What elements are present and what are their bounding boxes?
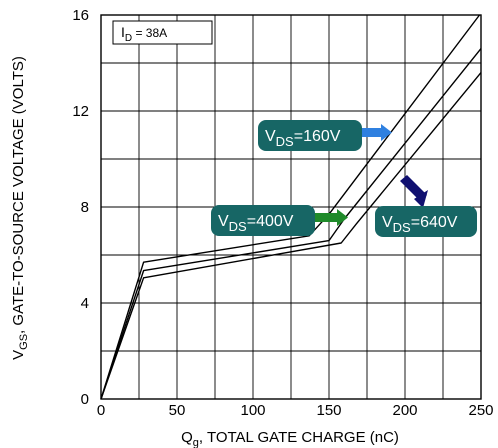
x-tick-label: 200 — [392, 402, 417, 419]
arrow-vds-160v-head — [381, 124, 392, 141]
condition-rest: = 38A — [132, 26, 167, 40]
y-axis-title-main: V — [10, 350, 27, 360]
label-vds-400v-main: V — [218, 213, 229, 230]
label-vds-400v: VDS=400V — [211, 205, 315, 236]
svg-text:VDS=160V: VDS=160V — [265, 128, 341, 149]
y-tick-label: 0 — [81, 391, 89, 408]
label-vds-160v: VDS=160V — [258, 120, 362, 151]
y-axis-title-rest: , GATE-TO-SOURCE VOLTAGE (VOLTS) — [10, 56, 27, 334]
x-tick-label: 150 — [316, 402, 341, 419]
y-tick-label: 12 — [72, 103, 89, 120]
arrow-vds-400v-shaft — [312, 213, 338, 222]
arrow-vds-400v-head — [337, 209, 348, 226]
arrow-vds-640v — [400, 175, 428, 208]
condition-sub: D — [125, 33, 132, 44]
arrow-vds-640v-head — [414, 190, 428, 208]
x-axis-title-sub: g — [193, 437, 199, 448]
label-vds-160v-sub: DS — [276, 134, 294, 149]
label-vds-160v-main: V — [265, 128, 276, 145]
y-axis-title-sub: GS — [18, 334, 30, 350]
y-tick-label: 16 — [72, 7, 89, 24]
label-vds-640v-rest: =640V — [411, 214, 458, 231]
plot-frame — [100, 14, 482, 400]
series-line-vds-640v — [100, 72, 482, 400]
svg-text:VDS=640V: VDS=640V — [382, 214, 458, 235]
arrow-vds-640v-shaft — [400, 175, 427, 201]
x-axis-title-rest: , TOTAL GATE CHARGE (nC) — [199, 429, 399, 446]
series-line-vds-400v — [100, 48, 482, 400]
y-tick-label: 4 — [81, 295, 89, 312]
arrow-vds-160v — [359, 124, 392, 141]
x-tick-labels: 0 50 100 150 200 250 — [97, 402, 494, 419]
label-vds-640v-main: V — [382, 214, 393, 231]
y-tick-labels: 0 4 8 12 16 — [72, 7, 89, 408]
y-tick-label: 8 — [81, 199, 89, 216]
label-vds-160v-rest: =160V — [294, 128, 341, 145]
condition-box: ID = 38A — [112, 20, 213, 45]
y-axis-title: VGS, GATE-TO-SOURCE VOLTAGE (VOLTS) — [10, 56, 30, 360]
condition-main: I — [121, 24, 125, 40]
label-vds-400v-sub: DS — [229, 219, 247, 234]
svg-text:VDS=400V: VDS=400V — [218, 213, 294, 234]
label-vds-640v-sub: DS — [393, 220, 411, 235]
label-vds-400v-rest: =400V — [247, 213, 294, 230]
series-curves — [100, 14, 482, 400]
x-tick-label: 100 — [240, 402, 265, 419]
x-axis-title-main: Q — [181, 429, 193, 446]
arrow-vds-400v — [312, 209, 348, 226]
arrow-vds-160v-shaft — [359, 128, 382, 137]
x-tick-label: 50 — [169, 402, 186, 419]
x-axis-title: Qg, TOTAL GATE CHARGE (nC) — [181, 429, 399, 448]
label-vds-640v: VDS=640V — [375, 206, 477, 237]
x-tick-label: 0 — [97, 402, 105, 419]
series-line-vds-160v — [100, 14, 481, 400]
svg-text:ID = 38A: ID = 38A — [121, 24, 167, 44]
x-tick-label: 250 — [468, 402, 493, 419]
